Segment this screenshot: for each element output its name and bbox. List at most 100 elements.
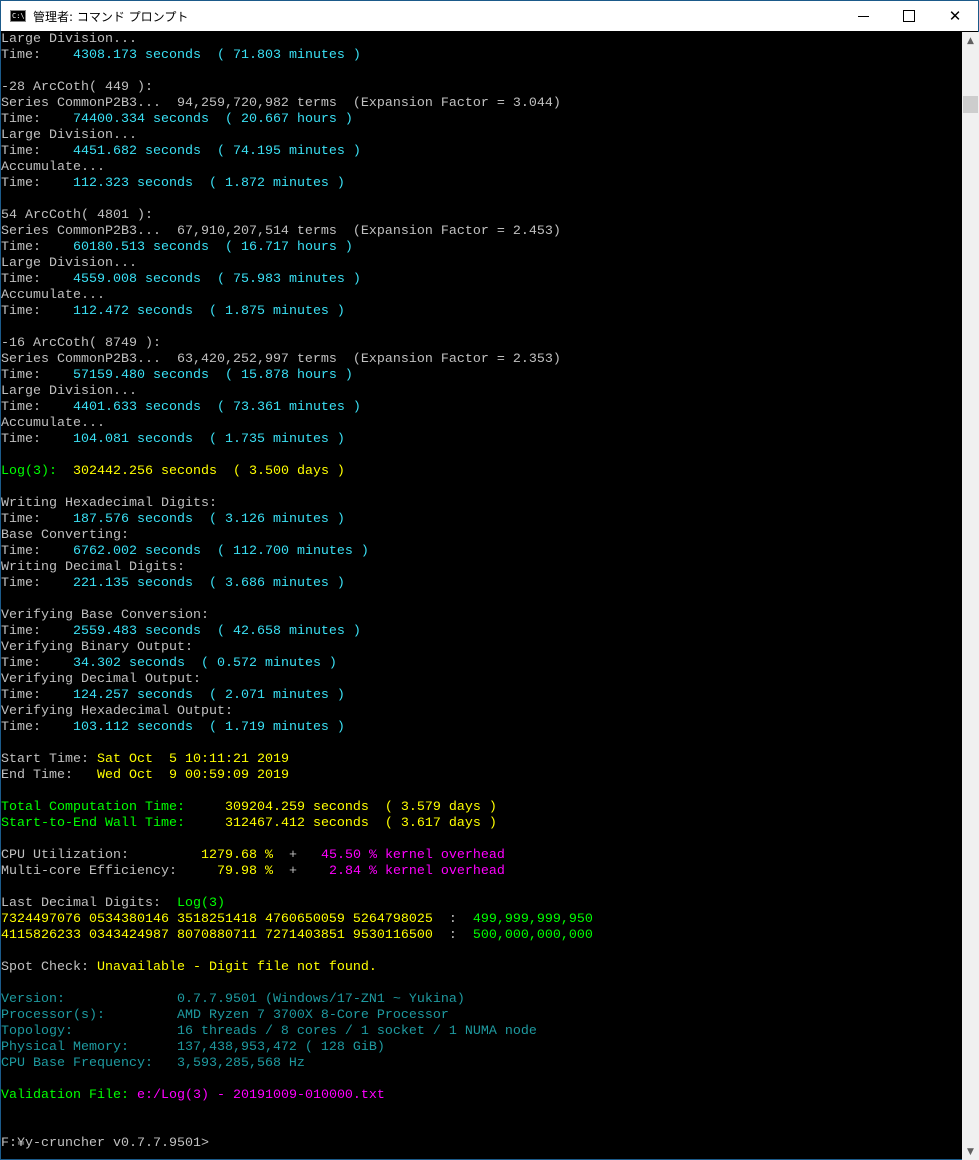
console-line: Verifying Binary Output: <box>1 640 961 656</box>
console-line: Series CommonP2B3... 94,259,720,982 term… <box>1 96 961 112</box>
console-text: Base Converting: <box>1 528 129 543</box>
console-text: Time: <box>1 144 41 159</box>
console-line: 54 ArcCoth( 4801 ): <box>1 208 961 224</box>
console-text: Time: <box>1 432 41 447</box>
console-line: Time: 34.302 seconds ( 0.572 minutes ) <box>1 656 961 672</box>
console-output[interactable]: Large Division... Time: 4308.173 seconds … <box>1 32 961 1160</box>
console-line: Time: 103.112 seconds ( 1.719 minutes ) <box>1 720 961 736</box>
console-text: 2.84 % kernel overhead <box>328 864 505 879</box>
scrollbar-thumb[interactable] <box>963 96 978 113</box>
console-text: Time: <box>1 512 41 527</box>
console-line <box>1 480 961 496</box>
console-text: 103.112 seconds ( 1.719 minutes ) <box>41 720 345 735</box>
console-text: Series CommonP2B3... 94,259,720,982 term… <box>1 96 561 111</box>
console-text: Unavailable - Digit file not found. <box>96 960 377 975</box>
console-text: 302442.256 seconds ( 3.500 days ) <box>57 464 345 479</box>
console-line: Large Division... <box>1 32 961 48</box>
console-text: Total Computation Time: <box>1 800 185 815</box>
console-text: Series CommonP2B3... 67,910,207,514 term… <box>1 224 561 239</box>
console-text: Time: <box>1 240 41 255</box>
scroll-up-arrow-icon[interactable]: ▲ <box>967 35 974 46</box>
minimize-icon <box>857 15 869 17</box>
console-line: Time: 112.323 seconds ( 1.872 minutes ) <box>1 176 961 192</box>
console-text: 4401.633 seconds ( 73.361 minutes ) <box>41 400 361 415</box>
console-text: Verifying Binary Output: <box>1 640 193 655</box>
console-text: 187.576 seconds ( 3.126 minutes ) <box>41 512 345 527</box>
console-line: Time: 187.576 seconds ( 3.126 minutes ) <box>1 512 961 528</box>
console-line: Verifying Base Conversion: <box>1 608 961 624</box>
console-text: 2559.483 seconds ( 42.658 minutes ) <box>41 624 361 639</box>
console-text: Time: <box>1 720 41 735</box>
close-button[interactable]: ✕ <box>932 1 978 31</box>
console-text: Wed Oct 9 00:59:09 2019 <box>96 768 289 783</box>
minimize-button[interactable] <box>840 1 886 31</box>
console-line: Time: 4401.633 seconds ( 73.361 minutes … <box>1 400 961 416</box>
console-text: 1279.68 % <box>200 848 273 863</box>
console-line <box>1 1120 961 1136</box>
maximize-button[interactable] <box>886 1 932 31</box>
console-text: Topology: 16 threads / 8 cores / 1 socke… <box>1 1024 537 1039</box>
console-line: Time: 6762.002 seconds ( 112.700 minutes… <box>1 544 961 560</box>
console-text: Accumulate... <box>1 160 105 175</box>
console-line: Processor(s): AMD Ryzen 7 3700X 8-Core P… <box>1 1008 961 1024</box>
console-line <box>1 832 961 848</box>
console-line: Verifying Decimal Output: <box>1 672 961 688</box>
console-text: Time: <box>1 176 41 191</box>
console-line: Large Division... <box>1 384 961 400</box>
console-text: Verifying Decimal Output: <box>1 672 201 687</box>
console-line: Accumulate... <box>1 160 961 176</box>
console-line: F:¥y-cruncher v0.7.7.9501> <box>1 1136 961 1152</box>
close-icon: ✕ <box>948 7 962 25</box>
console-text: Physical Memory: 137,438,953,472 ( 128 G… <box>1 1040 385 1055</box>
title-bar[interactable]: C:\. 管理者: コマンド プロンプト ✕ <box>1 1 978 31</box>
console-line: Time: 112.472 seconds ( 1.875 minutes ) <box>1 304 961 320</box>
console-line: Large Division... <box>1 256 961 272</box>
console-line: Multi-core Efficiency: 79.98 % + 2.84 % … <box>1 864 961 880</box>
console-line: Time: 124.257 seconds ( 2.071 minutes ) <box>1 688 961 704</box>
console-text: Time: <box>1 624 41 639</box>
console-text: CPU Base Frequency: 3,593,285,568 Hz <box>1 1056 305 1071</box>
console-text: e:/Log(3) - 20191009-010000.txt <box>136 1088 385 1103</box>
console-text: Writing Hexadecimal Digits: <box>1 496 217 511</box>
console-line: Series CommonP2B3... 63,420,252,997 term… <box>1 352 961 368</box>
console-line: Total Computation Time: 309204.259 secon… <box>1 800 961 816</box>
console-text: 45.50 % kernel overhead <box>320 848 505 863</box>
console-text: + <box>272 848 321 863</box>
console-text: End Time: <box>1 768 97 783</box>
console-text: + <box>272 864 329 879</box>
console-text: Start-to-End Wall Time: <box>1 816 185 831</box>
vertical-scrollbar[interactable]: ▲ ▼ <box>962 32 979 1160</box>
console-text: 4308.173 seconds ( 71.803 minutes ) <box>41 48 361 63</box>
console-line: CPU Utilization: 1279.68 % + 45.50 % ker… <box>1 848 961 864</box>
console-text: 34.302 seconds ( 0.572 minutes ) <box>41 656 337 671</box>
console-line: Spot Check: Unavailable - Digit file not… <box>1 960 961 976</box>
console-line: Writing Hexadecimal Digits: <box>1 496 961 512</box>
console-text: Verifying Hexadecimal Output: <box>1 704 233 719</box>
console-text: Time: <box>1 272 41 287</box>
console-text: Time: <box>1 656 41 671</box>
console-text: : <box>432 912 473 927</box>
scroll-down-arrow-icon[interactable]: ▼ <box>967 1146 974 1157</box>
console-text: 57159.480 seconds ( 15.878 hours ) <box>41 368 353 383</box>
console-text: 312467.412 seconds ( 3.617 days ) <box>184 816 497 831</box>
console-text: 60180.513 seconds ( 16.717 hours ) <box>41 240 353 255</box>
console-text: 4559.008 seconds ( 75.983 minutes ) <box>41 272 361 287</box>
console-line: Verifying Hexadecimal Output: <box>1 704 961 720</box>
console-line: Time: 4559.008 seconds ( 75.983 minutes … <box>1 272 961 288</box>
console-text: 4115826233 0343424987 8070880711 7271403… <box>1 928 433 943</box>
console-line: Start Time: Sat Oct 5 10:11:21 2019 <box>1 752 961 768</box>
window-title: 管理者: コマンド プロンプト <box>33 10 189 24</box>
console-text: 6762.002 seconds ( 112.700 minutes ) <box>41 544 369 559</box>
console-text: Last Decimal Digits: <box>1 896 177 911</box>
console-line: Log(3): 302442.256 seconds ( 3.500 days … <box>1 464 961 480</box>
console-text: 112.323 seconds ( 1.872 minutes ) <box>41 176 345 191</box>
console-line: Time: 74400.334 seconds ( 20.667 hours ) <box>1 112 961 128</box>
console-text: Time: <box>1 48 41 63</box>
console-text: Spot Check: <box>1 960 97 975</box>
console-line: 7324497076 0534380146 3518251418 4760650… <box>1 912 961 928</box>
console-line: Accumulate... <box>1 288 961 304</box>
console-text: Accumulate... <box>1 288 105 303</box>
console-text: Time: <box>1 304 41 319</box>
console-line: Time: 2559.483 seconds ( 42.658 minutes … <box>1 624 961 640</box>
maximize-icon <box>903 10 915 22</box>
